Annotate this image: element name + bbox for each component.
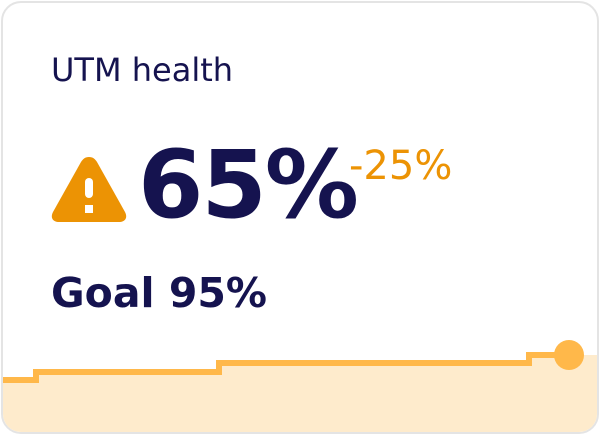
health-goal: Goal 95% bbox=[51, 269, 267, 317]
sparkline bbox=[3, 340, 597, 432]
health-value: 65% bbox=[138, 131, 359, 240]
health-delta: -25% bbox=[349, 143, 453, 189]
card-title: UTM health bbox=[51, 51, 234, 89]
warning-triangle-icon bbox=[51, 157, 127, 222]
sparkline-area bbox=[3, 355, 597, 432]
sparkline-line bbox=[3, 352, 569, 383]
sparkline-current-point bbox=[554, 340, 584, 370]
